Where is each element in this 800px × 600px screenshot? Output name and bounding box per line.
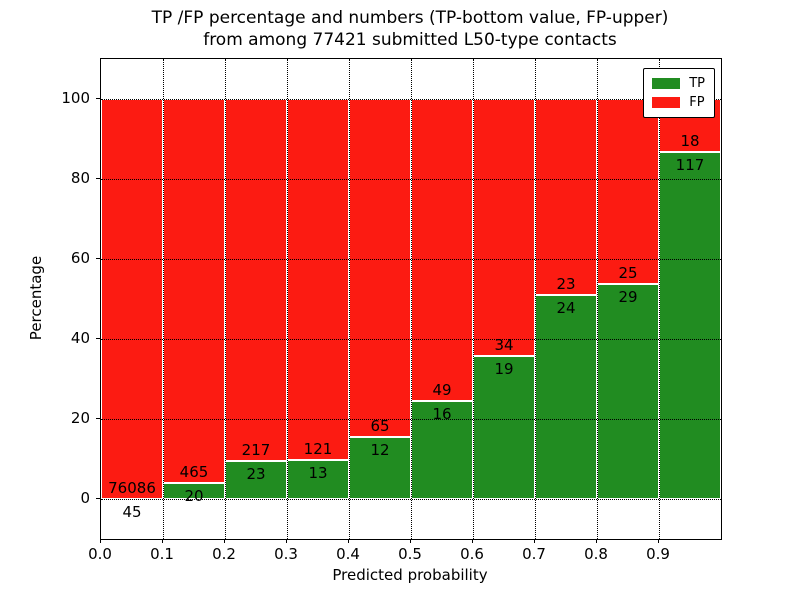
tp-count-label: 12 (370, 440, 390, 459)
y-axis-label: Percentage (27, 255, 45, 341)
y-tick-mark (96, 418, 100, 419)
x-tick-label: 0.6 (460, 545, 484, 563)
legend-entry-fp: FP (652, 93, 705, 112)
y-tick-mark (96, 98, 100, 99)
y-tick-mark (96, 498, 100, 499)
bar-segment-tp (225, 460, 287, 499)
chart-title-line1: TP /FP percentage and numbers (TP-bottom… (151, 8, 669, 28)
bar-segment-fp (597, 99, 659, 285)
x-tick-label: 0.9 (646, 545, 670, 563)
fp-count-label: 65 (370, 416, 390, 435)
y-tick-label: 100 (61, 89, 90, 107)
x-tick-mark (286, 539, 287, 543)
y-tick-mark (96, 258, 100, 259)
x-tick-mark (224, 539, 225, 543)
fp-count-label: 76086 (108, 478, 156, 497)
y-tick-label: 20 (70, 409, 90, 427)
x-tick-mark (658, 539, 659, 543)
tp-swatch-icon (652, 78, 681, 89)
v-gridline (473, 59, 474, 539)
tp-count-label: 20 (184, 486, 204, 505)
fp-count-label: 23 (556, 274, 576, 293)
bar-segment-tp (597, 284, 659, 499)
legend-label-fp: FP (689, 95, 705, 110)
tp-count-label: 13 (308, 464, 328, 483)
x-tick-label: 0.5 (398, 545, 422, 563)
x-tick-mark (410, 539, 411, 543)
x-tick-label: 0.7 (522, 545, 546, 563)
tp-count-label: 117 (675, 156, 705, 175)
v-gridline (535, 59, 536, 539)
y-tick-label: 80 (70, 169, 90, 187)
bar-segment-fp (473, 99, 535, 356)
legend: TP FP (643, 68, 715, 118)
x-tick-mark (348, 539, 349, 543)
v-gridline (225, 59, 226, 539)
v-gridline (597, 59, 598, 539)
v-gridline (349, 59, 350, 539)
v-gridline (659, 59, 660, 539)
chart-title: TP /FP percentage and numbers (TP-bottom… (152, 7, 669, 51)
bar-segment-fp (163, 99, 225, 483)
fp-count-label: 49 (432, 380, 452, 399)
x-axis-label: Predicted probability (332, 566, 488, 584)
tp-count-label: 45 (122, 502, 142, 521)
fp-count-label: 121 (303, 440, 333, 459)
x-tick-mark (534, 539, 535, 543)
bar-segment-tp (287, 460, 349, 499)
x-tick-label: 0.8 (584, 545, 608, 563)
bar-segment-fp (101, 99, 163, 499)
bar-segment-tp (349, 436, 411, 499)
fp-count-label: 34 (494, 335, 514, 354)
fp-count-label: 18 (680, 132, 700, 151)
y-tick-label: 40 (70, 329, 90, 347)
v-gridline (287, 59, 288, 539)
tp-count-label: 23 (246, 464, 266, 483)
tp-count-label: 24 (556, 298, 576, 317)
legend-entry-tp: TP (652, 74, 705, 93)
bar-segment-fp (349, 99, 411, 437)
bar-segment-tp (535, 294, 597, 499)
tp-count-label: 19 (494, 359, 514, 378)
fp-swatch-icon (652, 97, 681, 108)
x-tick-mark (100, 539, 101, 543)
x-tick-mark (472, 539, 473, 543)
bar-segment-fp (411, 99, 473, 401)
y-tick-label: 60 (70, 249, 90, 267)
y-tick-label: 0 (80, 489, 90, 507)
chart-title-line2: from among 77421 submitted L50-type cont… (203, 30, 617, 50)
x-tick-mark (596, 539, 597, 543)
tp-count-label: 16 (432, 404, 452, 423)
x-tick-mark (162, 539, 163, 543)
y-tick-mark (96, 338, 100, 339)
x-tick-label: 0.4 (336, 545, 360, 563)
legend-label-tp: TP (689, 76, 705, 91)
fp-count-label: 25 (618, 264, 638, 283)
x-tick-label: 0.3 (274, 545, 298, 563)
y-tick-mark (96, 178, 100, 179)
bar-segment-fp (535, 99, 597, 295)
x-tick-label: 0.2 (212, 545, 236, 563)
x-tick-label: 0.1 (150, 545, 174, 563)
bar-segment-tp (659, 152, 721, 499)
bar-segment-fp (225, 99, 287, 461)
v-gridline (163, 59, 164, 539)
fp-count-label: 465 (179, 462, 209, 481)
fp-count-label: 217 (241, 440, 271, 459)
tp-count-label: 29 (618, 288, 638, 307)
v-gridline (411, 59, 412, 539)
bar-segment-fp (287, 99, 349, 461)
plot-area: TP FP 76086 45 465 20 217 23 121 13 65 12 49 16 34 19… (100, 58, 722, 540)
x-tick-label: 0.0 (88, 545, 112, 563)
